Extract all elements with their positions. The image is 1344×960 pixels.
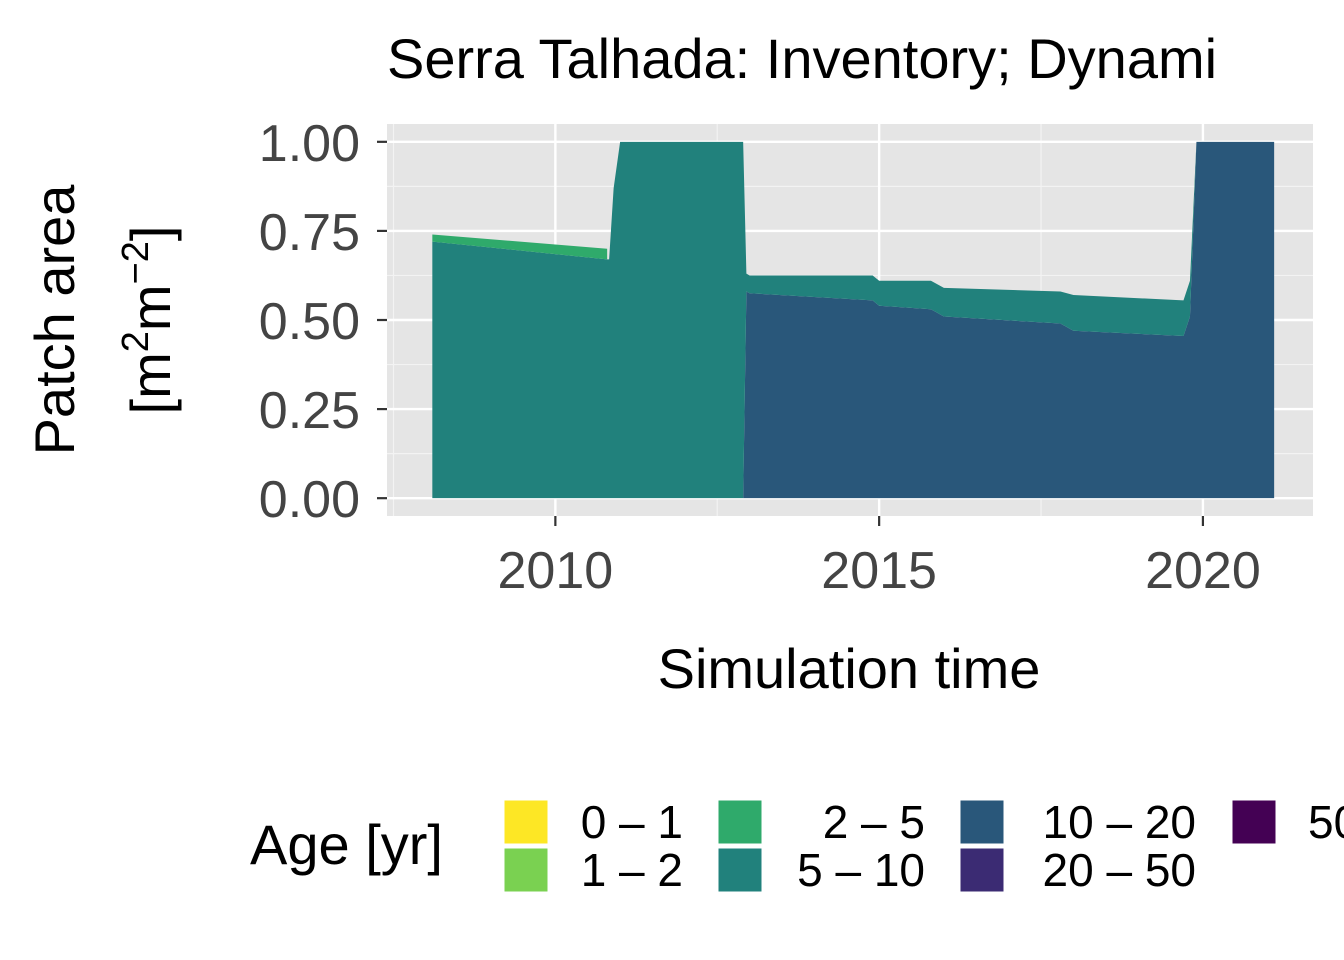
legend-key <box>959 847 1005 893</box>
y-tick-label: 0.00 <box>259 471 360 529</box>
legend: Age [yr] 0 – 11 – 2 2 – 55 – 10 10 – 2020 … <box>250 796 1344 896</box>
area-series-25 <box>432 234 608 260</box>
x-tick-label: 2015 <box>821 542 937 600</box>
legend-key <box>959 799 1005 845</box>
legend-label: 10 – 20 <box>1043 796 1196 848</box>
x-tick-label: 2020 <box>1145 542 1261 600</box>
y-axis-label: Patch area [m2m−2] <box>23 184 182 456</box>
area-layers <box>432 141 1275 499</box>
x-tick-label: 2010 <box>498 542 614 600</box>
legend-label: 5 – 10 <box>797 844 925 896</box>
y-tick-label: 0.50 <box>259 293 360 351</box>
y-axis-label-unit: [m2m−2] <box>115 226 182 415</box>
y-axis-label-line1: Patch area <box>23 184 86 456</box>
chart-title: Serra Talhada: Inventory; Dynami <box>387 27 1217 90</box>
y-tick-label: 0.25 <box>259 382 360 440</box>
legend-label: 50 <box>1308 796 1344 848</box>
y-tick-label: 1.00 <box>259 115 360 173</box>
legend-key <box>503 799 549 845</box>
legend-label: 0 – 1 <box>581 796 683 848</box>
y-tick-labels: 0.00 0.25 0.50 0.75 1.00 <box>259 115 360 529</box>
area-series-1020 <box>432 141 1275 499</box>
area-series-510 <box>432 141 1197 499</box>
axis-ticks <box>377 140 1205 526</box>
legend-key <box>503 847 549 893</box>
legend-key <box>717 799 763 845</box>
legend-key <box>717 847 763 893</box>
legend-label: 1 – 2 <box>581 844 683 896</box>
x-tick-labels: 2010 2015 2020 <box>498 542 1261 600</box>
legend-label: 2 – 5 <box>823 796 925 848</box>
x-axis-label: Simulation time <box>658 637 1041 700</box>
legend-label: 20 – 50 <box>1043 844 1196 896</box>
legend-title: Age [yr] <box>250 813 443 876</box>
legend-key <box>1231 799 1277 845</box>
y-tick-label: 0.75 <box>259 204 360 262</box>
